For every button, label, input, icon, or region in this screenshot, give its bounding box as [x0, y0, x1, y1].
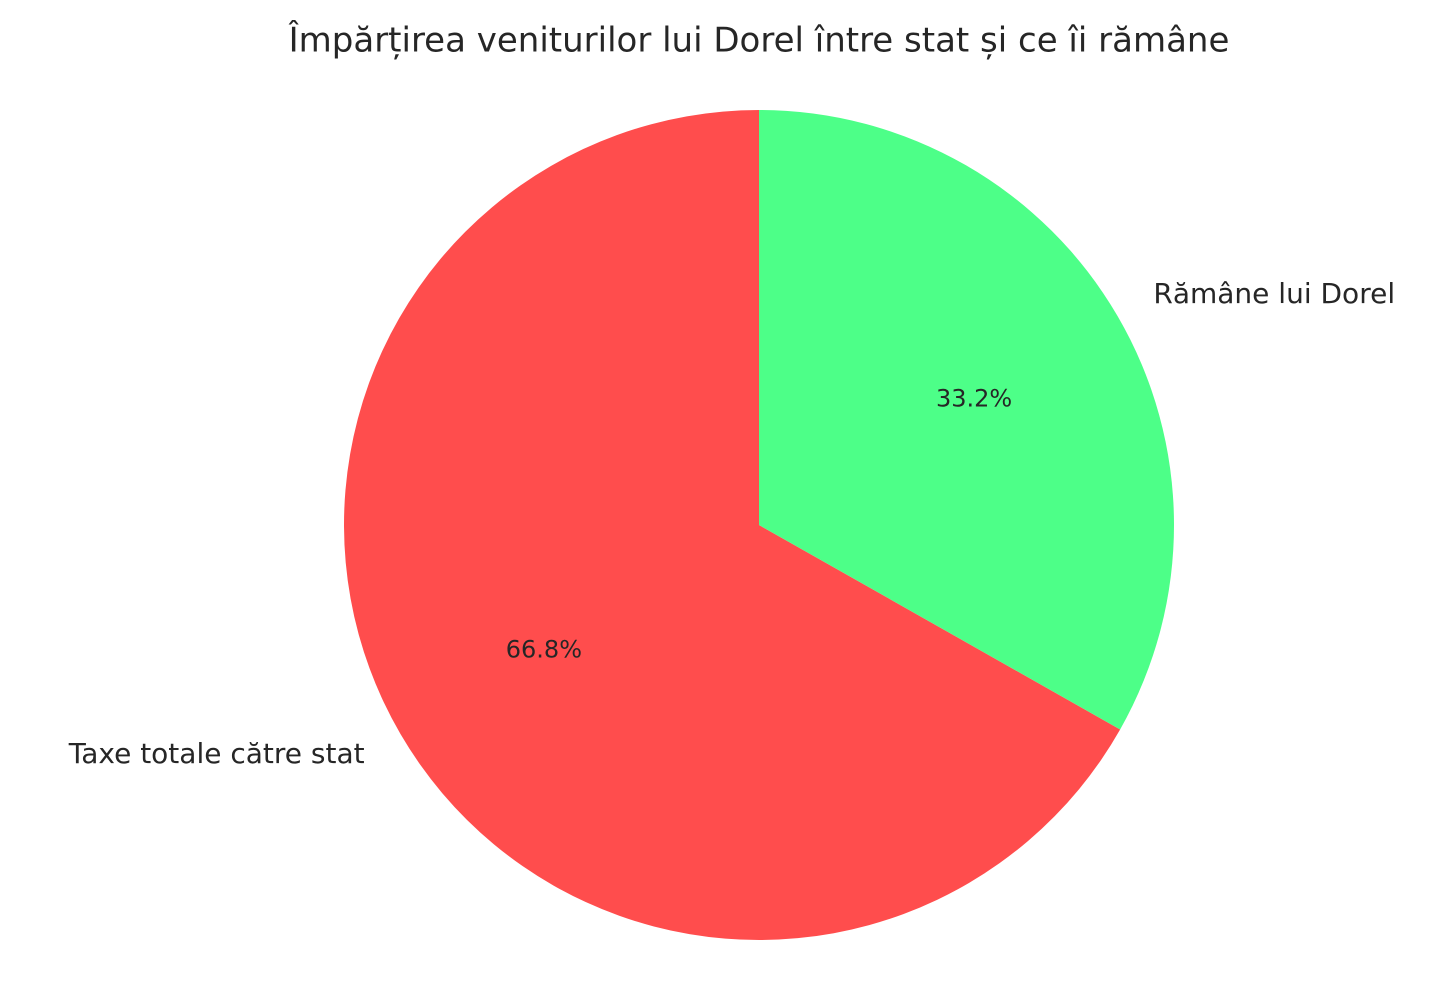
- pie-wedge: [344, 110, 1121, 940]
- category-label: Taxe totale către stat: [68, 737, 365, 770]
- chart-title: Împărțirea veniturilor lui Dorel între s…: [288, 20, 1230, 61]
- pie-wedge: [759, 110, 1174, 730]
- value-label: 66.8%: [506, 635, 582, 663]
- category-label: Rămâne lui Dorel: [1153, 277, 1395, 310]
- value-label: 33.2%: [936, 385, 1012, 413]
